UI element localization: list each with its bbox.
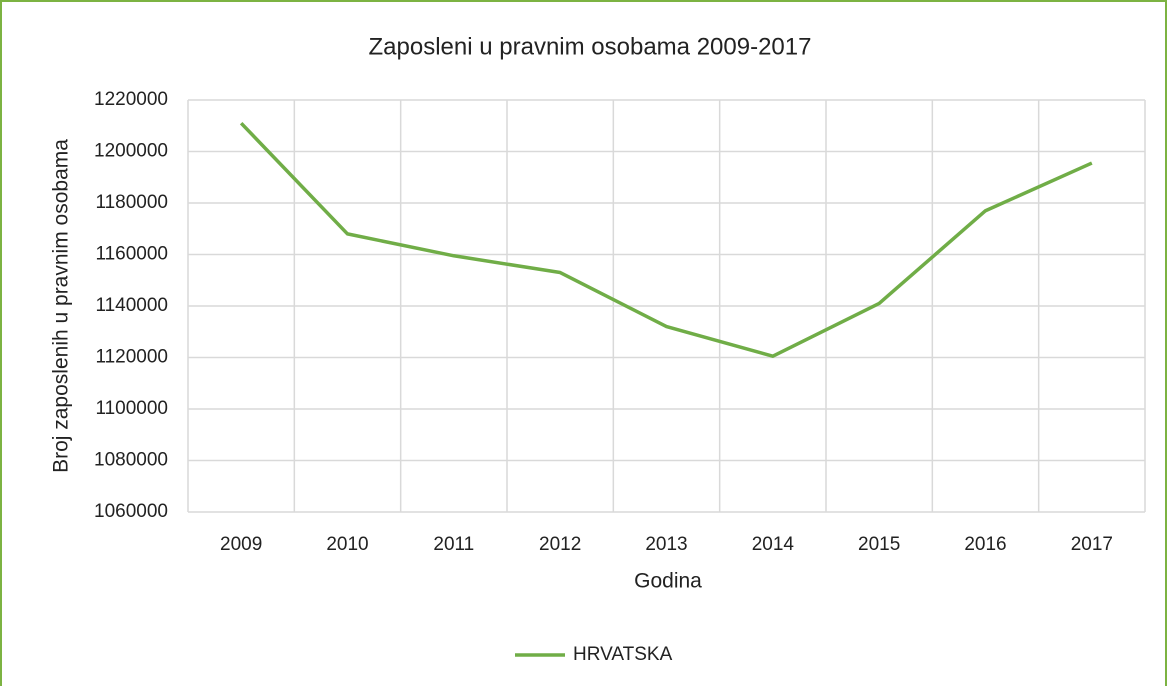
y-tick-label: 1060000 bbox=[94, 501, 168, 522]
y-tick-label: 1160000 bbox=[95, 244, 168, 265]
legend-label: HRVATSKA bbox=[573, 644, 673, 665]
y-tick-label: 1140000 bbox=[95, 295, 168, 316]
y-axis-title: Broj zaposlenih u pravnim osobama bbox=[50, 139, 73, 473]
x-axis-title: Godina bbox=[634, 570, 702, 593]
x-tick-label: 2011 bbox=[433, 534, 474, 555]
x-tick-label: 2012 bbox=[539, 534, 581, 555]
x-tick-label: 2009 bbox=[220, 534, 262, 555]
chart-title: Zaposleni u pravnim osobama 2009-2017 bbox=[369, 33, 812, 60]
y-tick-label: 1120000 bbox=[95, 347, 168, 368]
x-tick-label: 2017 bbox=[1071, 534, 1113, 555]
x-tick-label: 2013 bbox=[645, 534, 687, 555]
y-tick-label: 1100000 bbox=[95, 398, 168, 419]
y-tick-label: 1220000 bbox=[94, 89, 168, 110]
y-tick-label: 1180000 bbox=[95, 192, 168, 213]
line-series bbox=[239, 121, 1093, 358]
x-tick-label: 2016 bbox=[964, 534, 1006, 555]
x-tick-label: 2014 bbox=[752, 534, 795, 555]
x-tick-label: 2015 bbox=[858, 534, 900, 555]
y-tick-label: 1080000 bbox=[94, 450, 168, 471]
x-tick-label: 2010 bbox=[326, 534, 368, 555]
y-tick-label: 1200000 bbox=[94, 141, 168, 162]
